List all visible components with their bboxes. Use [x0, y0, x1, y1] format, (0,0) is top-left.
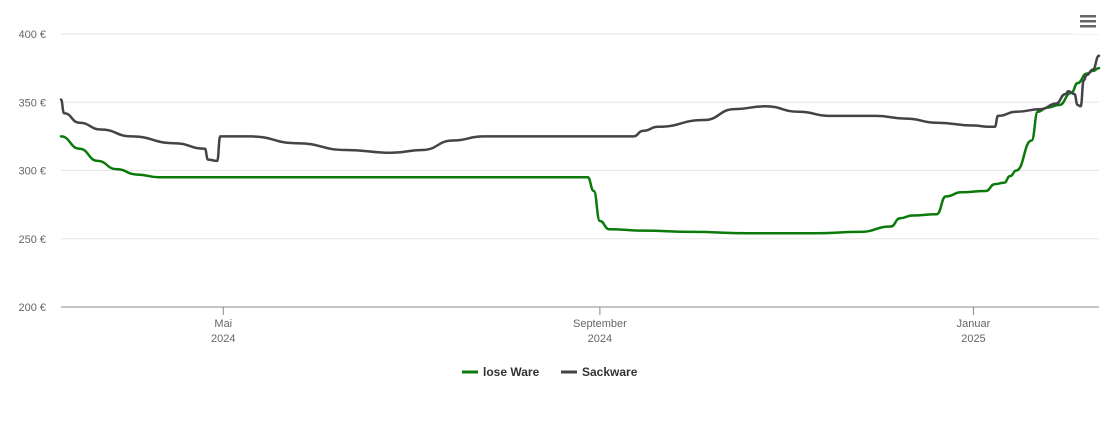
legend-label-lose-ware: lose Ware: [483, 365, 540, 379]
y-tick-label: 300 €: [18, 166, 46, 178]
legend-label-sackware: Sackware: [582, 365, 638, 379]
x-tick-year: 2024: [588, 333, 612, 345]
hamburger-menu-icon[interactable]: [1074, 8, 1102, 34]
series-line-lose-ware[interactable]: [59, 66, 1101, 235]
legend-item-lose-ware[interactable]: lose Ware: [462, 365, 540, 379]
x-tick-year: 2025: [961, 333, 985, 345]
series-lines: [59, 54, 1101, 235]
legend: lose Ware Sackware: [462, 365, 638, 379]
x-tick-month: Mai: [214, 318, 232, 330]
menu-bar-2: [1080, 20, 1096, 23]
x-axis: Mai 2024 September 2024 Januar 2025: [61, 306, 1099, 345]
y-tick-label: 400 €: [18, 29, 46, 41]
series-line-sackware[interactable]: [59, 54, 1101, 163]
menu-bar-3: [1080, 25, 1096, 28]
x-tick-year: 2024: [211, 333, 235, 345]
menu-bar-1: [1080, 15, 1096, 18]
y-tick-label: 350 €: [18, 97, 46, 109]
x-tick-month: September: [573, 318, 627, 330]
y-tick-label: 200 €: [18, 302, 46, 314]
y-axis-labels: 200 € 250 € 300 € 350 € 400 €: [18, 29, 46, 314]
y-gridlines: [61, 33, 1099, 240]
legend-item-sackware[interactable]: Sackware: [561, 365, 638, 379]
y-tick-label: 250 €: [18, 234, 46, 246]
x-tick-month: Januar: [957, 318, 991, 330]
